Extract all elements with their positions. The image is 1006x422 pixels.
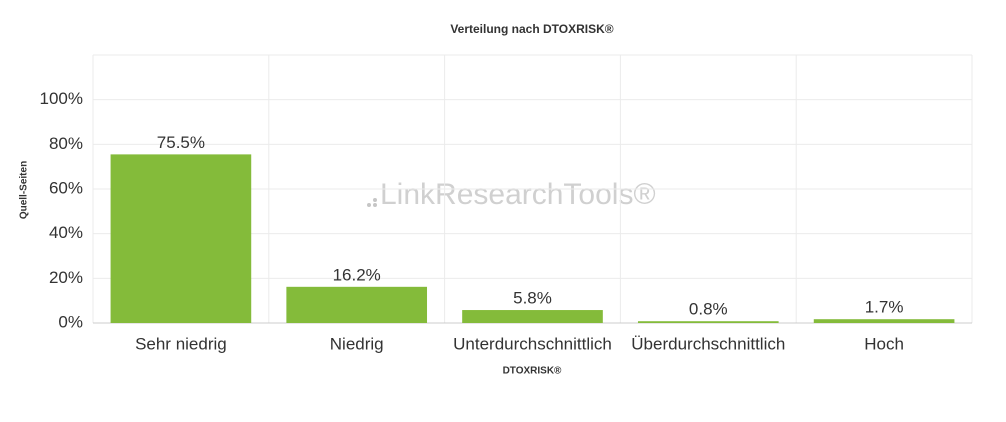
bar <box>286 286 428 323</box>
watermark-dot <box>373 203 377 207</box>
bar <box>462 310 603 323</box>
x-tick-label: Niedrig <box>330 334 384 353</box>
watermark-dot <box>367 203 371 207</box>
watermark-dot <box>373 198 377 202</box>
bar <box>813 319 955 323</box>
x-axis-title: DTOXRISK® <box>503 366 562 377</box>
value-label: 75.5% <box>157 133 205 152</box>
watermark-group: LinkResearchTools® <box>367 178 656 211</box>
value-label: 5.8% <box>513 289 552 308</box>
y-tick-label: 60% <box>49 178 83 197</box>
x-tick-label: Unterdurchschnittlich <box>453 334 612 353</box>
y-tick-label: 100% <box>40 89 83 108</box>
chart-title: Verteilung nach DTOXRISK® <box>450 22 613 36</box>
y-tick-label: 40% <box>49 223 83 242</box>
x-tick-label: Hoch <box>864 334 904 353</box>
value-label: 0.8% <box>689 300 728 319</box>
value-label: 1.7% <box>865 298 904 317</box>
x-tick-label: Sehr niedrig <box>135 334 227 353</box>
y-tick-label: 20% <box>49 268 83 287</box>
bar <box>637 321 779 323</box>
watermark: LinkResearchTools® <box>380 178 656 211</box>
bar <box>110 154 252 323</box>
x-tick-label: Überdurchschnittlich <box>631 334 785 353</box>
value-label: 16.2% <box>333 265 381 284</box>
y-tick-label: 0% <box>58 312 83 331</box>
y-axis-title: Quell-Seiten <box>19 161 30 219</box>
y-tick-label: 80% <box>49 134 83 153</box>
